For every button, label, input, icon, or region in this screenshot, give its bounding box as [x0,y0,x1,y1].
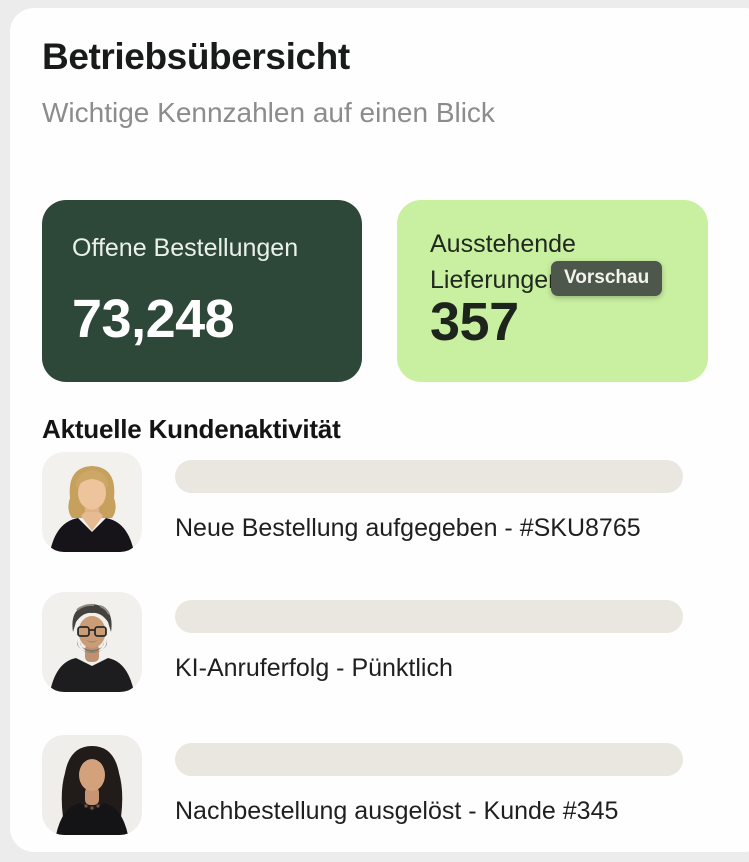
woman-blonde-bob-avatar [42,452,142,552]
activity-text: KI-Anruferfolg - Pünktlich [175,654,453,682]
activity-text: Neue Bestellung aufgegeben - #SKU8765 [175,514,641,542]
stat-value: 357 [430,292,519,352]
woman-long-dark-hair-portrait-image [42,735,142,835]
skeleton-bar [175,743,683,776]
stat-card-open-orders[interactable]: Offene Bestellungen 73,248 [42,200,362,382]
stat-label: Ausstehende Lieferungen [430,230,576,294]
man-glasses-gray-beard-avatar [42,592,142,692]
page-subtitle: Wichtige Kennzahlen auf einen Blick [42,97,495,128]
stat-label: Offene Bestellungen [72,234,299,262]
preview-tooltip: Vorschau [551,261,663,296]
activity-list-item[interactable]: KI-Anruferfolg - Pünktlich [42,592,708,692]
activity-text: Nachbestellung ausgelöst - Kunde #345 [175,797,619,825]
woman-long-dark-hair-avatar [42,735,142,835]
section-heading-customer-activity: Aktuelle Kundenaktivität [42,414,341,444]
stat-value: 73,248 [72,289,235,349]
activity-list-item[interactable]: Neue Bestellung aufgegeben - #SKU8765 [42,452,708,552]
woman-blonde-bob-portrait-image [42,452,142,552]
page-title: Betriebsübersicht [42,36,350,77]
activity-list-item[interactable]: Nachbestellung ausgelöst - Kunde #345 [42,735,708,835]
skeleton-bar [175,460,683,493]
dashboard-card [10,8,749,852]
man-glasses-gray-beard-portrait-image [42,592,142,692]
skeleton-bar [175,600,683,633]
